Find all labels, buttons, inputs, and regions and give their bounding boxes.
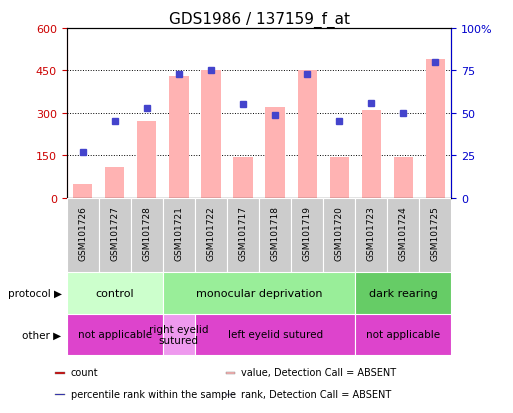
Bar xyxy=(105,167,124,198)
Bar xyxy=(227,198,259,273)
Bar xyxy=(163,198,195,273)
Bar xyxy=(323,198,355,273)
Text: GSM101720: GSM101720 xyxy=(334,206,344,261)
Text: GSM101718: GSM101718 xyxy=(270,206,280,261)
Bar xyxy=(163,273,355,314)
Bar xyxy=(265,108,285,198)
Text: protocol ▶: protocol ▶ xyxy=(8,288,62,298)
Text: GSM101724: GSM101724 xyxy=(399,206,408,260)
Bar xyxy=(226,394,235,396)
Bar xyxy=(291,198,323,273)
Bar xyxy=(137,122,156,198)
Bar xyxy=(67,314,163,355)
Bar xyxy=(355,198,387,273)
Title: GDS1986 / 137159_f_at: GDS1986 / 137159_f_at xyxy=(169,12,349,28)
Text: GSM101719: GSM101719 xyxy=(303,206,312,261)
Bar xyxy=(73,184,92,198)
Text: value, Detection Call = ABSENT: value, Detection Call = ABSENT xyxy=(241,367,397,377)
Bar xyxy=(98,198,131,273)
Text: GSM101721: GSM101721 xyxy=(174,206,184,261)
Text: GSM101725: GSM101725 xyxy=(431,206,440,261)
Bar xyxy=(195,314,355,355)
Text: GSM101717: GSM101717 xyxy=(239,206,248,261)
Text: GSM101726: GSM101726 xyxy=(78,206,87,261)
Bar xyxy=(67,198,98,273)
Text: GSM101722: GSM101722 xyxy=(206,206,215,260)
Bar xyxy=(387,198,420,273)
Bar xyxy=(201,71,221,198)
Bar xyxy=(329,157,349,198)
Text: GSM101723: GSM101723 xyxy=(367,206,376,261)
Bar xyxy=(163,314,195,355)
Text: not applicable: not applicable xyxy=(366,330,440,339)
Text: rank, Detection Call = ABSENT: rank, Detection Call = ABSENT xyxy=(241,389,391,399)
Bar xyxy=(169,77,189,198)
Bar xyxy=(131,198,163,273)
Text: control: control xyxy=(95,288,134,298)
Text: count: count xyxy=(71,367,98,377)
Bar xyxy=(259,198,291,273)
Text: GSM101727: GSM101727 xyxy=(110,206,120,261)
Bar xyxy=(355,314,451,355)
Text: GSM101728: GSM101728 xyxy=(142,206,151,261)
Bar xyxy=(55,394,65,396)
Bar xyxy=(298,71,317,198)
Text: right eyelid
sutured: right eyelid sutured xyxy=(149,324,209,345)
Bar xyxy=(420,198,451,273)
Bar xyxy=(233,157,252,198)
Bar xyxy=(362,111,381,198)
Bar xyxy=(226,372,235,374)
Bar xyxy=(355,273,451,314)
Text: other ▶: other ▶ xyxy=(23,330,62,339)
Text: not applicable: not applicable xyxy=(78,330,152,339)
Bar xyxy=(426,60,445,198)
Text: dark rearing: dark rearing xyxy=(369,288,438,298)
Bar xyxy=(67,273,163,314)
Text: monocular deprivation: monocular deprivation xyxy=(196,288,322,298)
Text: left eyelid sutured: left eyelid sutured xyxy=(228,330,323,339)
Bar xyxy=(393,157,413,198)
Bar xyxy=(195,198,227,273)
Bar xyxy=(55,372,65,374)
Text: percentile rank within the sample: percentile rank within the sample xyxy=(71,389,236,399)
